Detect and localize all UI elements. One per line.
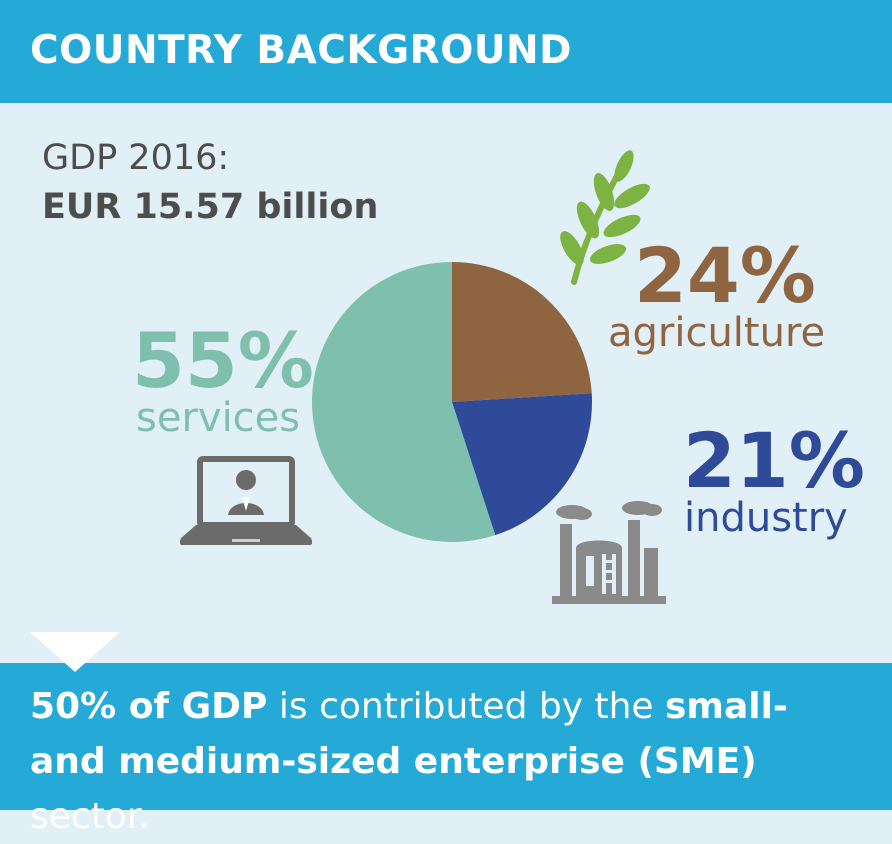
footer-bold-1: 50% of GDP — [30, 686, 268, 727]
page-title: COUNTRY BACKGROUND — [30, 28, 573, 73]
services-percent: 55% — [132, 316, 314, 405]
sector-pie-chart — [312, 262, 592, 542]
wheat-icon — [560, 150, 650, 285]
gdp-label: GDP 2016: — [42, 138, 230, 178]
pie-slice-services — [312, 262, 496, 542]
agriculture-percent: 24% — [634, 231, 816, 320]
header-banner: COUNTRY BACKGROUND — [0, 0, 892, 103]
footer-text-2: sector. — [30, 796, 150, 837]
laptop-icon — [180, 456, 312, 545]
footer-bold-3: and medium-sized enterprise (SME) — [30, 741, 757, 782]
agriculture-label: agriculture — [608, 310, 826, 356]
footer-banner: 50% of GDP is contributed by the small-a… — [0, 663, 892, 837]
footer-text-1: is contributed by the — [267, 686, 665, 727]
industry-label: industry — [684, 495, 848, 541]
industry-percent: 21% — [683, 416, 865, 505]
pie-slice-industry — [452, 393, 592, 536]
callout-notch — [30, 632, 120, 672]
pie-slice-agriculture — [452, 262, 592, 402]
gdp-value: EUR 15.57 billion — [42, 187, 379, 227]
factory-icon — [552, 501, 666, 604]
services-label: services — [136, 395, 301, 441]
footer-bold-2: small- — [665, 686, 788, 727]
sme-statement: 50% of GDP is contributed by the small-a… — [30, 679, 880, 844]
